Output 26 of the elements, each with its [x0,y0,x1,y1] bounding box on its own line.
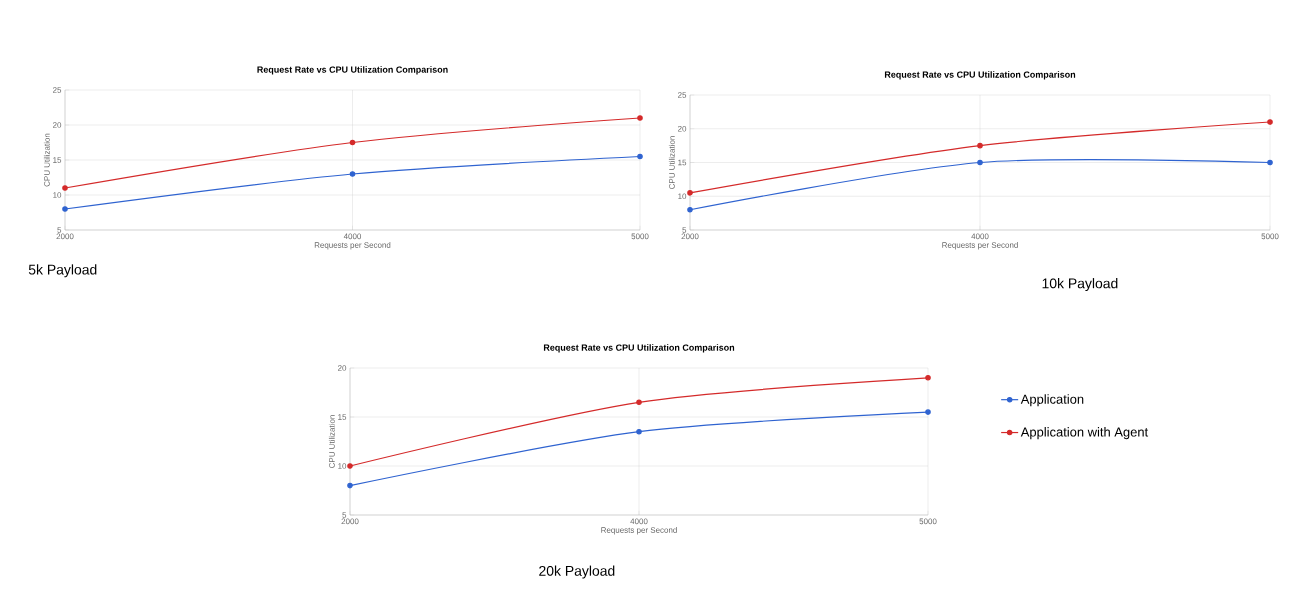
legend-label: Application [1020,394,1084,407]
point [925,375,931,381]
point [62,185,68,191]
point [687,190,693,196]
point [1267,119,1273,125]
point [347,463,353,469]
point [636,428,642,435]
point [977,159,983,166]
point [977,142,983,149]
text: 20k Payload [539,565,615,579]
text: 10k Payload [1042,278,1118,292]
chart-title: Request Rate vs CPU Utilization Comparison [257,66,448,75]
point [349,171,356,177]
point [687,206,693,213]
point [637,115,643,121]
chart-title: Request Rate vs CPU Utilization Comparison [884,71,1076,80]
chart-title: Request Rate vs CPU Utilization Comparison [543,344,735,353]
point [349,139,356,146]
point [62,206,68,212]
text: 5k Payload [28,264,97,278]
point [347,482,353,489]
legend-label: Application with Agent [1020,427,1149,440]
point [925,409,931,415]
point [1267,159,1273,166]
point [636,399,642,406]
point [637,153,643,160]
